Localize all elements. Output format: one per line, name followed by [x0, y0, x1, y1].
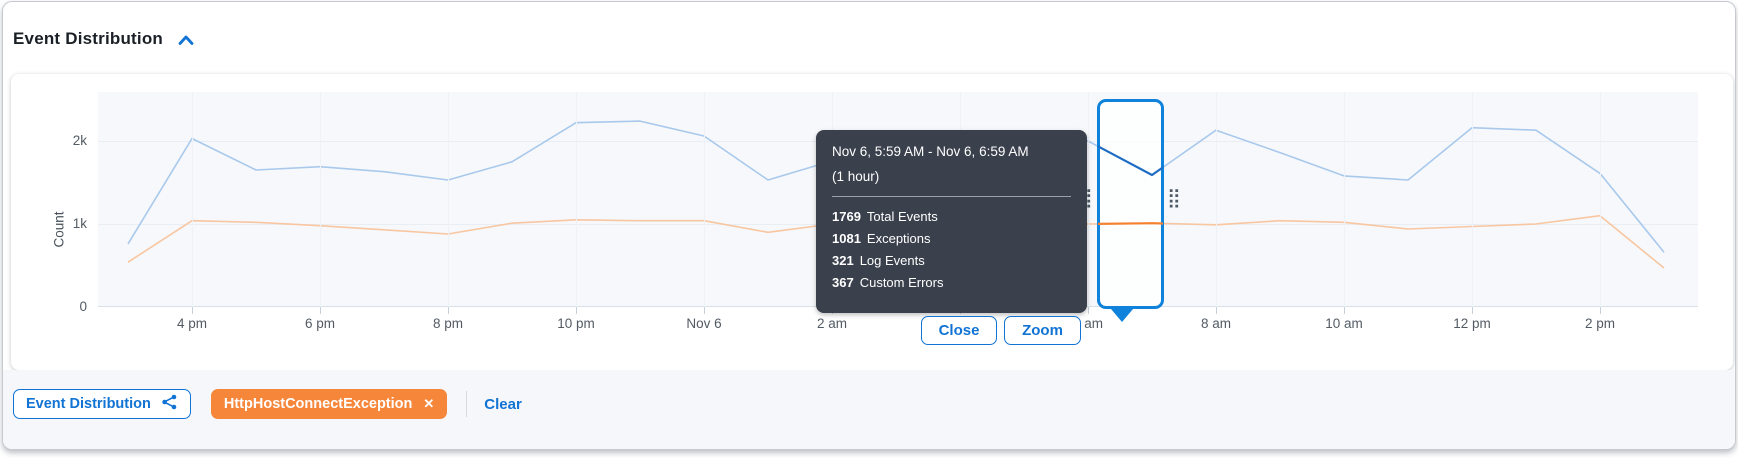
- tooltip-duration: (1 hour): [832, 169, 880, 184]
- vertical-gridline: [1216, 92, 1217, 307]
- clear-filters-link[interactable]: Clear: [484, 395, 522, 413]
- chart-tooltip: Nov 6, 5:59 AM - Nov 6, 6:59 AM (1 hour)…: [816, 130, 1087, 313]
- divider: [466, 391, 468, 417]
- share-icon[interactable]: [161, 394, 178, 414]
- x-axis-tick: [320, 307, 321, 314]
- stat-label: Log Events: [859, 253, 925, 268]
- selection-pointer-icon: [1111, 309, 1133, 322]
- event-distribution-panel: Event Distribution Count 2k 1k 0 4 pm 6 p…: [2, 1, 1736, 450]
- x-axis-label: 8 am: [1200, 316, 1232, 331]
- stat-value: 1081: [832, 231, 861, 246]
- chip-label: Event Distribution: [26, 396, 151, 412]
- tooltip-stat-exceptions: 1081 Exceptions: [832, 231, 1071, 246]
- x-axis-label: 2 pm: [1584, 316, 1616, 331]
- vertical-gridline: [1472, 92, 1473, 307]
- x-axis-tick: [1088, 307, 1089, 314]
- close-button[interactable]: Close: [921, 316, 997, 345]
- selection-region[interactable]: [1097, 99, 1164, 309]
- x-axis-label: 8 pm: [432, 316, 464, 331]
- x-axis-tick: [576, 307, 577, 314]
- vertical-gridline: [1088, 92, 1089, 307]
- page-title: Event Distribution: [13, 29, 163, 48]
- chip-label: HttpHostConnectException: [223, 396, 413, 412]
- tooltip-time-range: Nov 6, 5:59 AM - Nov 6, 6:59 AM: [832, 144, 1029, 159]
- zoom-button[interactable]: Zoom: [1004, 316, 1081, 345]
- filter-chip-httphostconnectexception[interactable]: HttpHostConnectException ✕: [210, 389, 448, 419]
- x-axis-label: 10 pm: [557, 316, 595, 331]
- vertical-gridline: [576, 92, 577, 307]
- event-distribution-chip[interactable]: Event Distribution: [13, 389, 191, 419]
- x-axis-tick: [704, 307, 705, 314]
- x-axis-tick: [192, 307, 193, 314]
- x-axis-label: 6 pm: [304, 316, 336, 331]
- vertical-gridline: [320, 92, 321, 307]
- tooltip-stat-log-events: 321 Log Events: [832, 253, 1071, 268]
- filter-bar: Event Distribution HttpHostConnectExcept…: [3, 370, 1735, 449]
- x-axis-label: 10 am: [1325, 316, 1363, 331]
- tooltip-stat-total-events: 1769 Total Events: [832, 209, 1071, 224]
- vertical-gridline: [1600, 92, 1601, 307]
- stat-value: 1769: [832, 209, 861, 224]
- stat-label: Custom Errors: [859, 275, 944, 290]
- panel-header: Event Distribution: [13, 29, 195, 49]
- x-axis-tick: [1344, 307, 1345, 314]
- stat-value: 367: [832, 275, 854, 290]
- remove-filter-icon[interactable]: ✕: [423, 396, 435, 411]
- vertical-gridline: [704, 92, 705, 307]
- x-axis-label: 4 pm: [176, 316, 208, 331]
- y-axis-tick-label: 0: [79, 299, 87, 314]
- vertical-gridline: [1344, 92, 1345, 307]
- x-axis-tick: [1216, 307, 1217, 314]
- chart-card: Count 2k 1k 0 4 pm 6 pm 8 pm 10 pm Nov 6 2 am…: [11, 74, 1733, 370]
- chevron-up-icon[interactable]: [177, 33, 195, 47]
- tooltip-divider: [832, 196, 1071, 197]
- x-axis-label: 12 pm: [1453, 316, 1491, 331]
- stat-value: 321: [832, 253, 854, 268]
- vertical-gridline: [192, 92, 193, 307]
- x-axis-tick: [448, 307, 449, 314]
- stat-label: Total Events: [866, 209, 938, 224]
- x-axis-tick: [1600, 307, 1601, 314]
- x-axis-tick: [1472, 307, 1473, 314]
- y-axis-tick-label: 1k: [72, 216, 87, 231]
- y-axis-tick-label: 2k: [72, 133, 87, 148]
- x-axis-label: 2 am: [816, 316, 848, 331]
- vertical-gridline: [448, 92, 449, 307]
- stat-label: Exceptions: [866, 231, 931, 246]
- chip-row: Event Distribution HttpHostConnectExcept…: [13, 389, 522, 419]
- x-axis-label: Nov 6: [686, 316, 722, 331]
- y-axis-title: Count: [51, 211, 67, 248]
- tooltip-stat-custom-errors: 367 Custom Errors: [832, 275, 1071, 290]
- selection-drag-handle-right-icon[interactable]: ⣿: [1167, 188, 1181, 209]
